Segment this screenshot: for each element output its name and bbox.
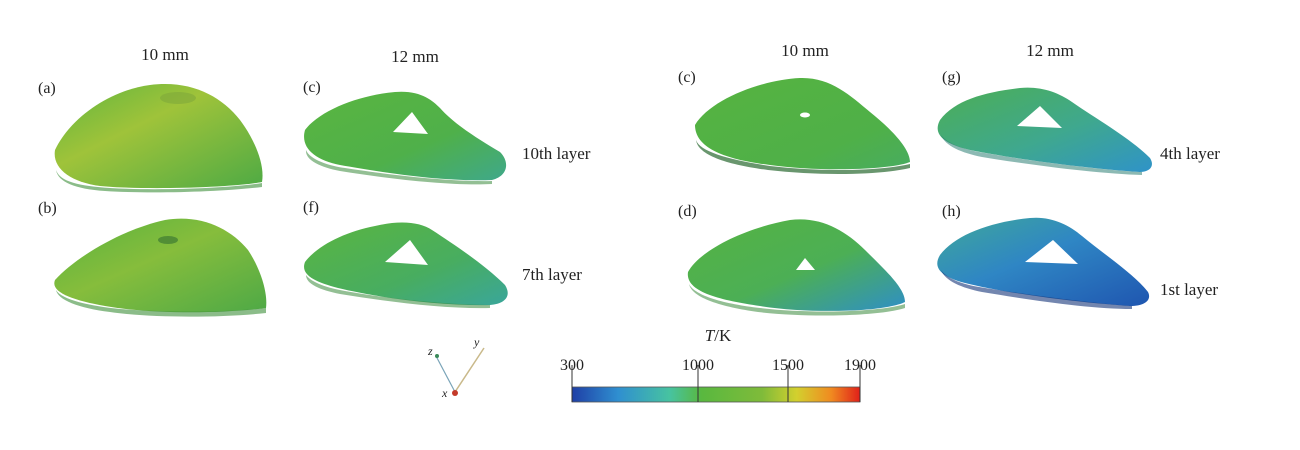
colorbar-title: T/K: [705, 326, 732, 345]
panel-label-a: (a): [38, 80, 56, 97]
axis-label-z: z: [427, 344, 433, 358]
column-header-12mm-right: 12 mm: [1026, 41, 1074, 60]
column-header-10mm-left: 10 mm: [141, 45, 189, 64]
layer-label-4th: 4th layer: [1160, 144, 1220, 163]
colorbar-tick-label: 1900: [844, 357, 876, 374]
panel-label-b: (b): [38, 200, 57, 217]
melt-pool-shape-c: [695, 77, 910, 174]
melt-pool-shape-e: [304, 91, 507, 185]
column-header-10mm-right: 10 mm: [781, 41, 829, 60]
melt-pool-shape-g: [937, 87, 1152, 175]
layer-label-1st: 1st layer: [1160, 280, 1218, 299]
axis-label-y: y: [473, 335, 480, 349]
melt-pool-shape-d: [687, 219, 905, 316]
colorbar-tick-label: 300: [560, 357, 584, 374]
colorbar-tick-label: 1500: [772, 357, 804, 374]
layer-label-7th: 7th layer: [522, 265, 582, 284]
panel-label-e: (c): [303, 79, 321, 96]
coordinate-axes-triad: y z x: [427, 335, 485, 400]
panel-label-h: (h): [942, 203, 961, 220]
axis-label-x: x: [441, 386, 448, 400]
colorbar-gradient: [571, 386, 861, 403]
melt-pool-shape-a: [54, 84, 263, 193]
melt-pool-shape-h: [937, 217, 1150, 309]
temperature-colorbar: T/K 300 1000 1500 1900: [560, 326, 876, 403]
column-header-12mm-left: 12 mm: [391, 47, 439, 66]
melt-pool-shape-b: [54, 218, 267, 317]
panel-label-g: (g): [942, 69, 961, 86]
panel-label-f: (f): [303, 199, 319, 216]
colorbar-ticks: 300 1000 1500 1900: [560, 357, 876, 402]
layer-label-10th: 10th layer: [522, 144, 591, 163]
colorbar-tick-label: 1000: [682, 357, 714, 374]
panel-label-c: (c): [678, 69, 696, 86]
panel-label-d: (d): [678, 203, 697, 220]
melt-pool-shape-f: [304, 222, 508, 309]
